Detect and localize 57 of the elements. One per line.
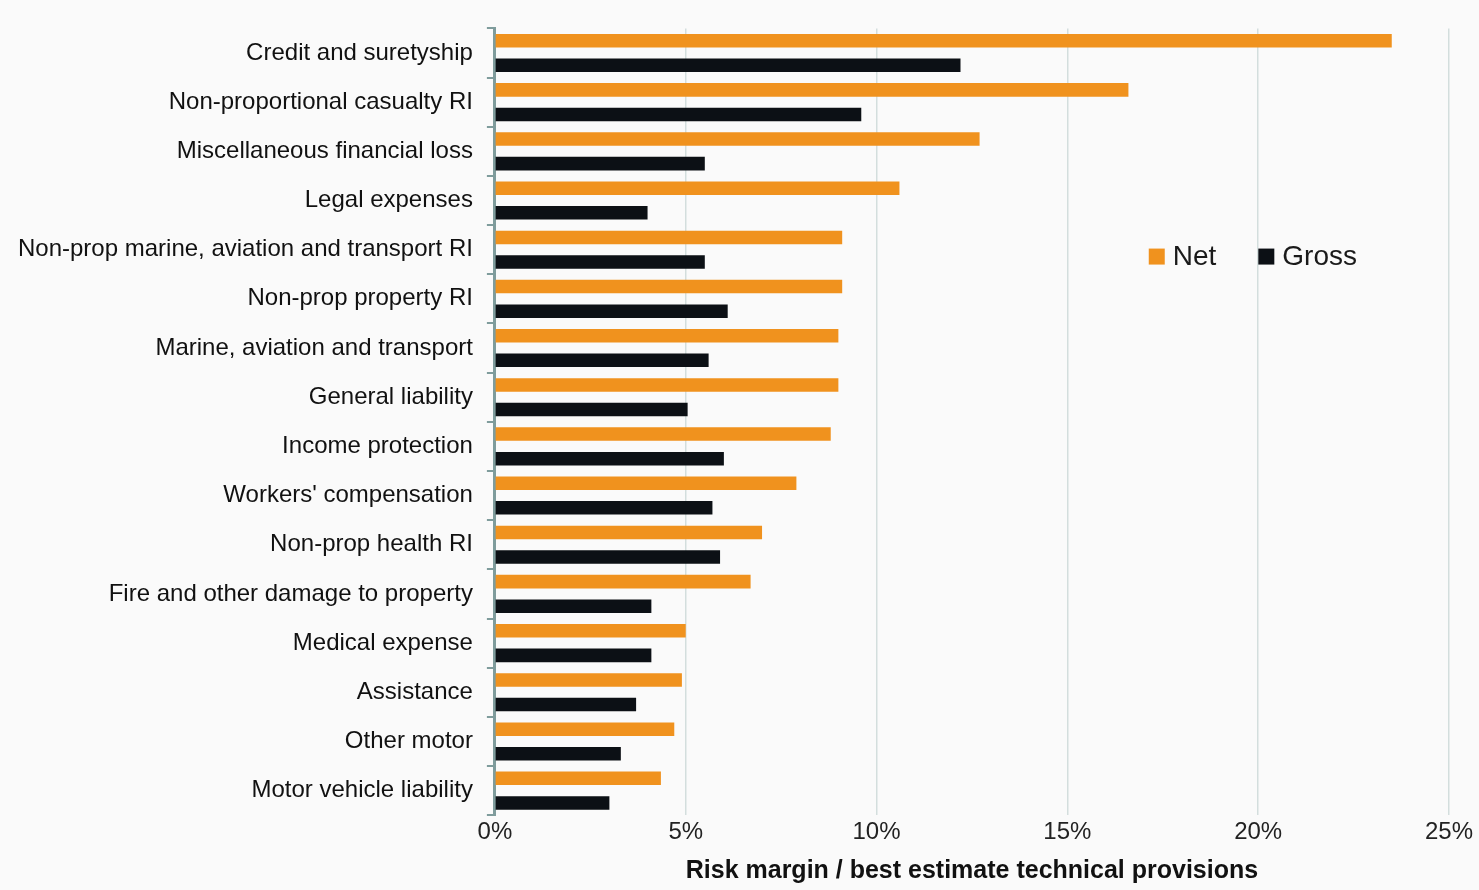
bar: [495, 771, 661, 786]
bar: [495, 427, 831, 441]
legend-label: Gross: [1282, 240, 1358, 272]
y-tick-label: Medical expense: [292, 627, 473, 655]
x-axis-title: Risk margin / best estimate technical provisions: [685, 854, 1259, 883]
y-tick-label: Fire and other damage to property: [108, 578, 473, 606]
bar: [495, 402, 688, 417]
bar: [495, 206, 648, 220]
y-tick-label: Legal expenses: [304, 185, 473, 213]
x-tick-label: 15%: [1043, 817, 1092, 845]
bar: [495, 304, 728, 318]
y-tick-label: Income protection: [282, 431, 473, 459]
bar: [495, 550, 721, 564]
bar: [495, 58, 961, 73]
bar: [495, 230, 843, 245]
bar: [495, 673, 682, 687]
x-tick-label: 5%: [668, 817, 704, 845]
bar: [495, 255, 705, 269]
bar: [495, 624, 686, 638]
bar: [495, 83, 1129, 97]
bar: [495, 796, 610, 810]
bar: [495, 353, 709, 368]
bar: [495, 33, 1392, 48]
bar: [495, 501, 713, 515]
bar: [495, 722, 675, 736]
x-tick-label: 0%: [477, 817, 513, 845]
bar: [495, 328, 839, 343]
bar: [495, 451, 724, 466]
y-tick-label: Motor vehicle liability: [251, 775, 473, 803]
x-tick-label: 20%: [1234, 817, 1283, 845]
y-tick-label: Credit and suretyship: [246, 37, 473, 65]
bar: [495, 476, 797, 491]
bar: [495, 525, 763, 540]
bar: [495, 574, 751, 589]
bar: [495, 156, 705, 171]
y-tick-label: Non-prop property RI: [247, 283, 473, 311]
bar: [495, 181, 900, 195]
y-tick-label: Non-prop marine, aviation and transport RI: [17, 234, 473, 262]
y-tick-label: Non-prop health RI: [270, 529, 473, 557]
y-tick-label: Assistance: [356, 676, 473, 704]
bar: [495, 378, 839, 392]
bar: [495, 107, 862, 122]
bar: [495, 648, 652, 663]
x-tick-label: 10%: [852, 817, 901, 845]
y-tick-label: Miscellaneous financial loss: [176, 135, 473, 163]
y-tick-label: Other motor: [344, 726, 473, 754]
bar: [495, 599, 652, 613]
y-tick-label: Non-proportional casualty RI: [168, 86, 473, 114]
bar: [495, 132, 980, 146]
bar: [495, 746, 621, 761]
bar: [495, 697, 637, 712]
y-tick-label: Workers' compensation: [223, 480, 473, 508]
x-tick-label: 25%: [1424, 817, 1474, 845]
legend-label: Net: [1172, 240, 1217, 272]
y-tick-label: General liability: [308, 381, 473, 409]
bar: [495, 279, 843, 294]
y-tick-label: Marine, aviation and transport: [155, 332, 474, 360]
